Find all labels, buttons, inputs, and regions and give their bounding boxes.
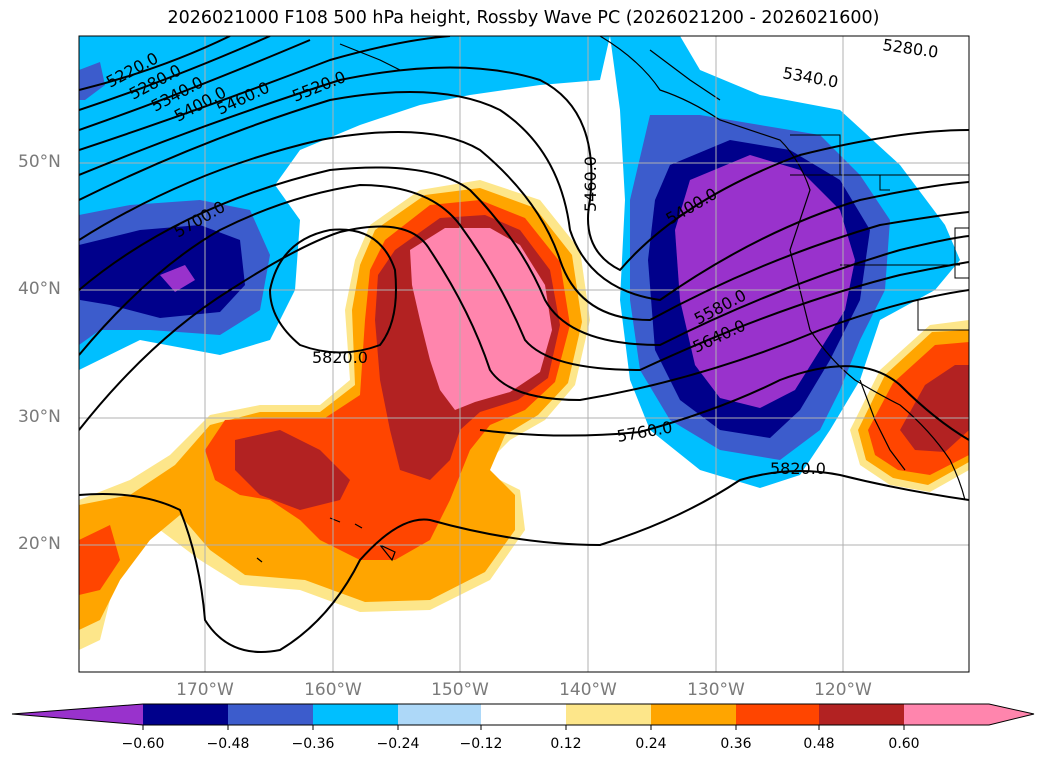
lon-label: 160°W	[304, 680, 362, 700]
lat-label: 50°N	[18, 152, 61, 172]
colorbar-segment	[904, 704, 989, 725]
positive-anomaly-southeast	[850, 320, 969, 492]
colorbar-tick-label: 0.12	[550, 736, 582, 752]
colorbar-segment	[228, 704, 313, 725]
colorbar-segment	[12, 704, 143, 725]
colorbar-segment	[398, 704, 481, 725]
coastlines	[256, 36, 966, 563]
colorbar-segment	[989, 704, 1034, 725]
map-frame	[78, 35, 970, 673]
positive-anomaly-central	[79, 180, 590, 650]
colorbar-tick-label: −0.48	[206, 736, 250, 752]
lon-label: 120°W	[814, 680, 872, 700]
lon-label: 170°W	[176, 680, 234, 700]
colorbar-tick-label: 0.60	[888, 736, 920, 752]
colorbar-segment	[313, 704, 398, 725]
lat-label: 40°N	[18, 279, 61, 299]
lat-label: 20°N	[18, 534, 61, 554]
contour-label: 5820.0	[312, 348, 368, 367]
colorbar-segment	[819, 704, 904, 725]
colorbar-tick-label: −0.12	[459, 736, 503, 752]
lon-label: 130°W	[687, 680, 745, 700]
negative-anomaly-northwest	[79, 36, 610, 370]
lat-label: 30°N	[18, 407, 61, 427]
colorbar-segment	[566, 704, 651, 725]
colorbar-tick-label: 0.36	[720, 736, 752, 752]
map-area: 5220.0 5280.0 5340.0 5400.0 5460.0 5520.…	[79, 36, 969, 672]
contour-label: 5820.0	[770, 459, 826, 478]
colorbar-tick-label: 0.48	[803, 736, 835, 752]
colorbar-segment	[736, 704, 819, 725]
map-title: 2026021000 F108 500 hPa height, Rossby W…	[167, 8, 880, 28]
lon-label: 150°W	[431, 680, 489, 700]
lon-label: 140°W	[559, 680, 617, 700]
height-contours	[79, 36, 969, 653]
colorbar-tick-label: −0.24	[376, 736, 420, 752]
contour-label: 5460.0	[581, 156, 600, 212]
colorbar	[11, 703, 1035, 730]
colorbar-tick-label: −0.60	[121, 736, 165, 752]
gridlines	[79, 36, 969, 672]
colorbar-segment	[143, 704, 228, 725]
colorbar-tick-label: −0.36	[291, 736, 335, 752]
colorbar-tick-label: 0.24	[635, 736, 667, 752]
colorbar-segment	[481, 704, 566, 725]
borders	[790, 134, 969, 331]
colorbar-segment	[651, 704, 736, 725]
